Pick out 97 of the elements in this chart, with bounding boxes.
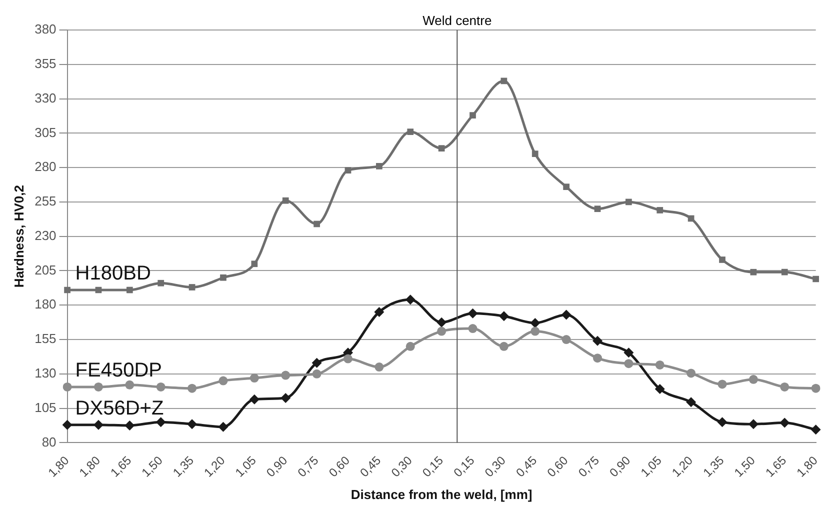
point — [780, 418, 790, 428]
point — [810, 424, 821, 435]
point — [438, 145, 445, 152]
point — [717, 417, 728, 428]
ref-line-label: Weld centre — [422, 13, 492, 28]
point — [626, 198, 632, 206]
point — [561, 310, 572, 320]
y-tick-label: 330 — [34, 90, 56, 106]
point — [218, 376, 228, 386]
point — [656, 207, 664, 214]
point — [343, 354, 352, 364]
y-tick-label: 155 — [34, 331, 56, 346]
y-tick-label: 380 — [34, 22, 56, 37]
series-label: FE450DP — [75, 360, 162, 382]
point — [251, 260, 258, 268]
point — [655, 360, 664, 370]
series-label: H180BD — [75, 262, 151, 285]
point — [654, 384, 665, 394]
point — [158, 280, 164, 286]
point — [93, 420, 104, 430]
point — [592, 354, 602, 363]
point — [624, 348, 634, 358]
y-tick-label: 130 — [34, 365, 56, 380]
point — [125, 380, 134, 390]
point — [249, 394, 260, 404]
point — [188, 384, 197, 393]
point — [811, 384, 820, 393]
point — [594, 206, 601, 212]
point — [376, 163, 382, 170]
point — [374, 362, 384, 372]
point — [188, 284, 196, 290]
point — [812, 276, 819, 282]
point — [124, 420, 135, 431]
point — [126, 286, 133, 294]
point — [748, 419, 758, 430]
x-tick-label: 0,30 — [482, 453, 509, 480]
point — [718, 380, 727, 389]
point — [62, 420, 72, 430]
point — [436, 317, 447, 328]
point — [500, 78, 508, 84]
point — [781, 268, 788, 276]
point — [468, 308, 478, 318]
point — [750, 268, 757, 276]
point — [686, 397, 696, 408]
point — [686, 368, 696, 378]
series-label: DX56D+Z — [75, 397, 164, 420]
y-tick-label: 80 — [42, 434, 56, 450]
point — [282, 197, 289, 204]
point — [532, 150, 538, 157]
x-axis-title: Distance from the weld, [mm] — [350, 486, 532, 502]
point — [312, 358, 322, 368]
point — [156, 382, 166, 392]
point — [719, 256, 726, 263]
point — [563, 184, 570, 190]
point — [470, 112, 476, 118]
x-tick-label: 0,30 — [388, 453, 416, 480]
y-tick-label: 105 — [34, 400, 56, 415]
point — [406, 342, 415, 351]
point — [314, 220, 320, 228]
point — [281, 370, 290, 380]
point — [374, 307, 384, 318]
y-tick-label: 255 — [34, 194, 56, 209]
point — [437, 326, 446, 336]
point — [220, 274, 226, 281]
point — [187, 419, 198, 430]
point — [592, 336, 602, 346]
point — [748, 374, 758, 384]
point — [624, 359, 634, 368]
point — [780, 382, 790, 392]
x-tick-label: 0,90 — [264, 453, 290, 480]
point — [405, 294, 416, 305]
point — [62, 382, 72, 392]
y-tick-label: 280 — [34, 159, 56, 174]
x-tick-label: 0,60 — [544, 453, 571, 480]
y-tick-label: 180 — [34, 296, 56, 312]
point — [156, 417, 166, 428]
y-tick-label: 355 — [34, 56, 56, 71]
y-tick-label: 305 — [34, 124, 56, 140]
x-tick-label: 0,60 — [326, 453, 353, 480]
point — [498, 311, 509, 322]
point — [407, 128, 414, 135]
point — [218, 422, 228, 432]
y-tick-label: 205 — [34, 262, 56, 278]
point — [344, 167, 352, 174]
x-tick-label: 0,90 — [606, 453, 634, 480]
point — [468, 324, 478, 334]
y-axis-title: Hardness, HV0,2 — [11, 185, 26, 288]
point — [499, 342, 508, 351]
point — [250, 374, 259, 383]
point — [64, 286, 70, 294]
point — [94, 382, 103, 392]
point — [280, 392, 291, 403]
y-tick-label: 230 — [34, 228, 56, 243]
point — [562, 335, 571, 344]
point — [312, 369, 322, 378]
point — [530, 326, 540, 336]
point — [530, 318, 540, 328]
